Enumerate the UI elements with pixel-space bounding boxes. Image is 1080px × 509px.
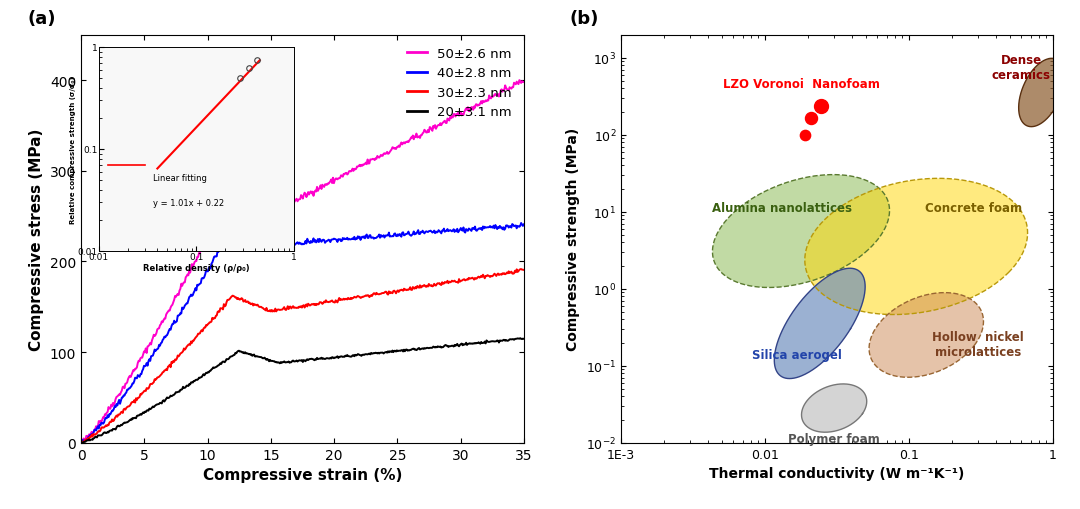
Text: Polymer foam: Polymer foam (788, 433, 880, 445)
Line: 30±2.3 nm: 30±2.3 nm (81, 270, 524, 442)
50±2.6 nm (315, 187, 328, 193)
Polygon shape (801, 384, 867, 432)
50±2.6 nm (517, 80, 530, 86)
40±2.8 nm (515, 220, 528, 227)
30±2.3 nm (75, 439, 87, 445)
Text: Concrete foam: Concrete foam (926, 202, 1023, 215)
50±2.6 nm (75, 439, 87, 445)
40±2.8 nm (508, 223, 521, 230)
Polygon shape (869, 293, 984, 378)
Legend: 50±2.6 nm, 40±2.8 nm, 30±2.3 nm, 20±3.1 nm: 50±2.6 nm, 40±2.8 nm, 30±2.3 nm, 20±3.1 … (402, 42, 517, 124)
40±2.8 nm (75, 439, 87, 445)
30±2.3 nm (288, 305, 301, 311)
30±2.3 nm (515, 267, 528, 273)
Line: 40±2.8 nm: 40±2.8 nm (81, 223, 524, 443)
Polygon shape (774, 269, 865, 379)
Text: Dense
ceramics: Dense ceramics (991, 54, 1051, 82)
30±2.3 nm (286, 304, 299, 310)
20±3.1 nm (286, 358, 299, 364)
X-axis label: Compressive strain (%): Compressive strain (%) (203, 467, 402, 482)
40±2.8 nm (438, 229, 451, 235)
30±2.3 nm (508, 271, 521, 277)
40±2.8 nm (77, 440, 90, 446)
X-axis label: Thermal conductivity (W m⁻¹K⁻¹): Thermal conductivity (W m⁻¹K⁻¹) (710, 466, 964, 480)
50±2.6 nm (76, 439, 89, 445)
Text: (b): (b) (569, 10, 598, 27)
30±2.3 nm (517, 267, 530, 273)
50±2.6 nm (438, 119, 451, 125)
20±3.1 nm (339, 353, 352, 359)
20±3.1 nm (517, 336, 530, 342)
Text: (a): (a) (28, 10, 56, 27)
50±2.6 nm (508, 80, 521, 87)
50±2.6 nm (339, 171, 352, 177)
Polygon shape (713, 175, 890, 288)
20±3.1 nm (75, 439, 87, 445)
50±2.6 nm (286, 201, 299, 207)
Y-axis label: Compressive stress (MPa): Compressive stress (MPa) (29, 128, 44, 350)
40±2.8 nm (315, 239, 328, 245)
Text: Alumina nanolattices: Alumina nanolattices (713, 202, 852, 215)
30±2.3 nm (339, 296, 352, 302)
20±3.1 nm (76, 440, 89, 446)
20±3.1 nm (288, 359, 301, 365)
40±2.8 nm (517, 222, 530, 228)
20±3.1 nm (438, 343, 451, 349)
Text: Silica aerogel: Silica aerogel (752, 348, 841, 361)
50±2.6 nm (288, 199, 301, 205)
20±3.1 nm (315, 355, 328, 361)
Line: 20±3.1 nm: 20±3.1 nm (81, 338, 524, 443)
20±3.1 nm (514, 335, 527, 342)
40±2.8 nm (288, 242, 301, 248)
40±2.8 nm (286, 239, 299, 245)
Text: LZO Voronoi  Nanofoam: LZO Voronoi Nanofoam (723, 78, 879, 91)
Text: Hollow  nickel
microlattices: Hollow nickel microlattices (932, 330, 1024, 358)
Polygon shape (1018, 59, 1064, 127)
40±2.8 nm (339, 237, 352, 243)
Point (812, 102, 829, 110)
30±2.3 nm (77, 439, 90, 445)
Polygon shape (805, 179, 1027, 315)
Point (797, 131, 814, 139)
30±2.3 nm (438, 279, 451, 286)
Line: 50±2.6 nm: 50±2.6 nm (81, 81, 524, 442)
20±3.1 nm (508, 337, 521, 343)
30±2.3 nm (315, 300, 328, 306)
Point (802, 115, 820, 123)
50±2.6 nm (513, 78, 526, 84)
Y-axis label: Compressive strength (MPa): Compressive strength (MPa) (567, 128, 580, 351)
